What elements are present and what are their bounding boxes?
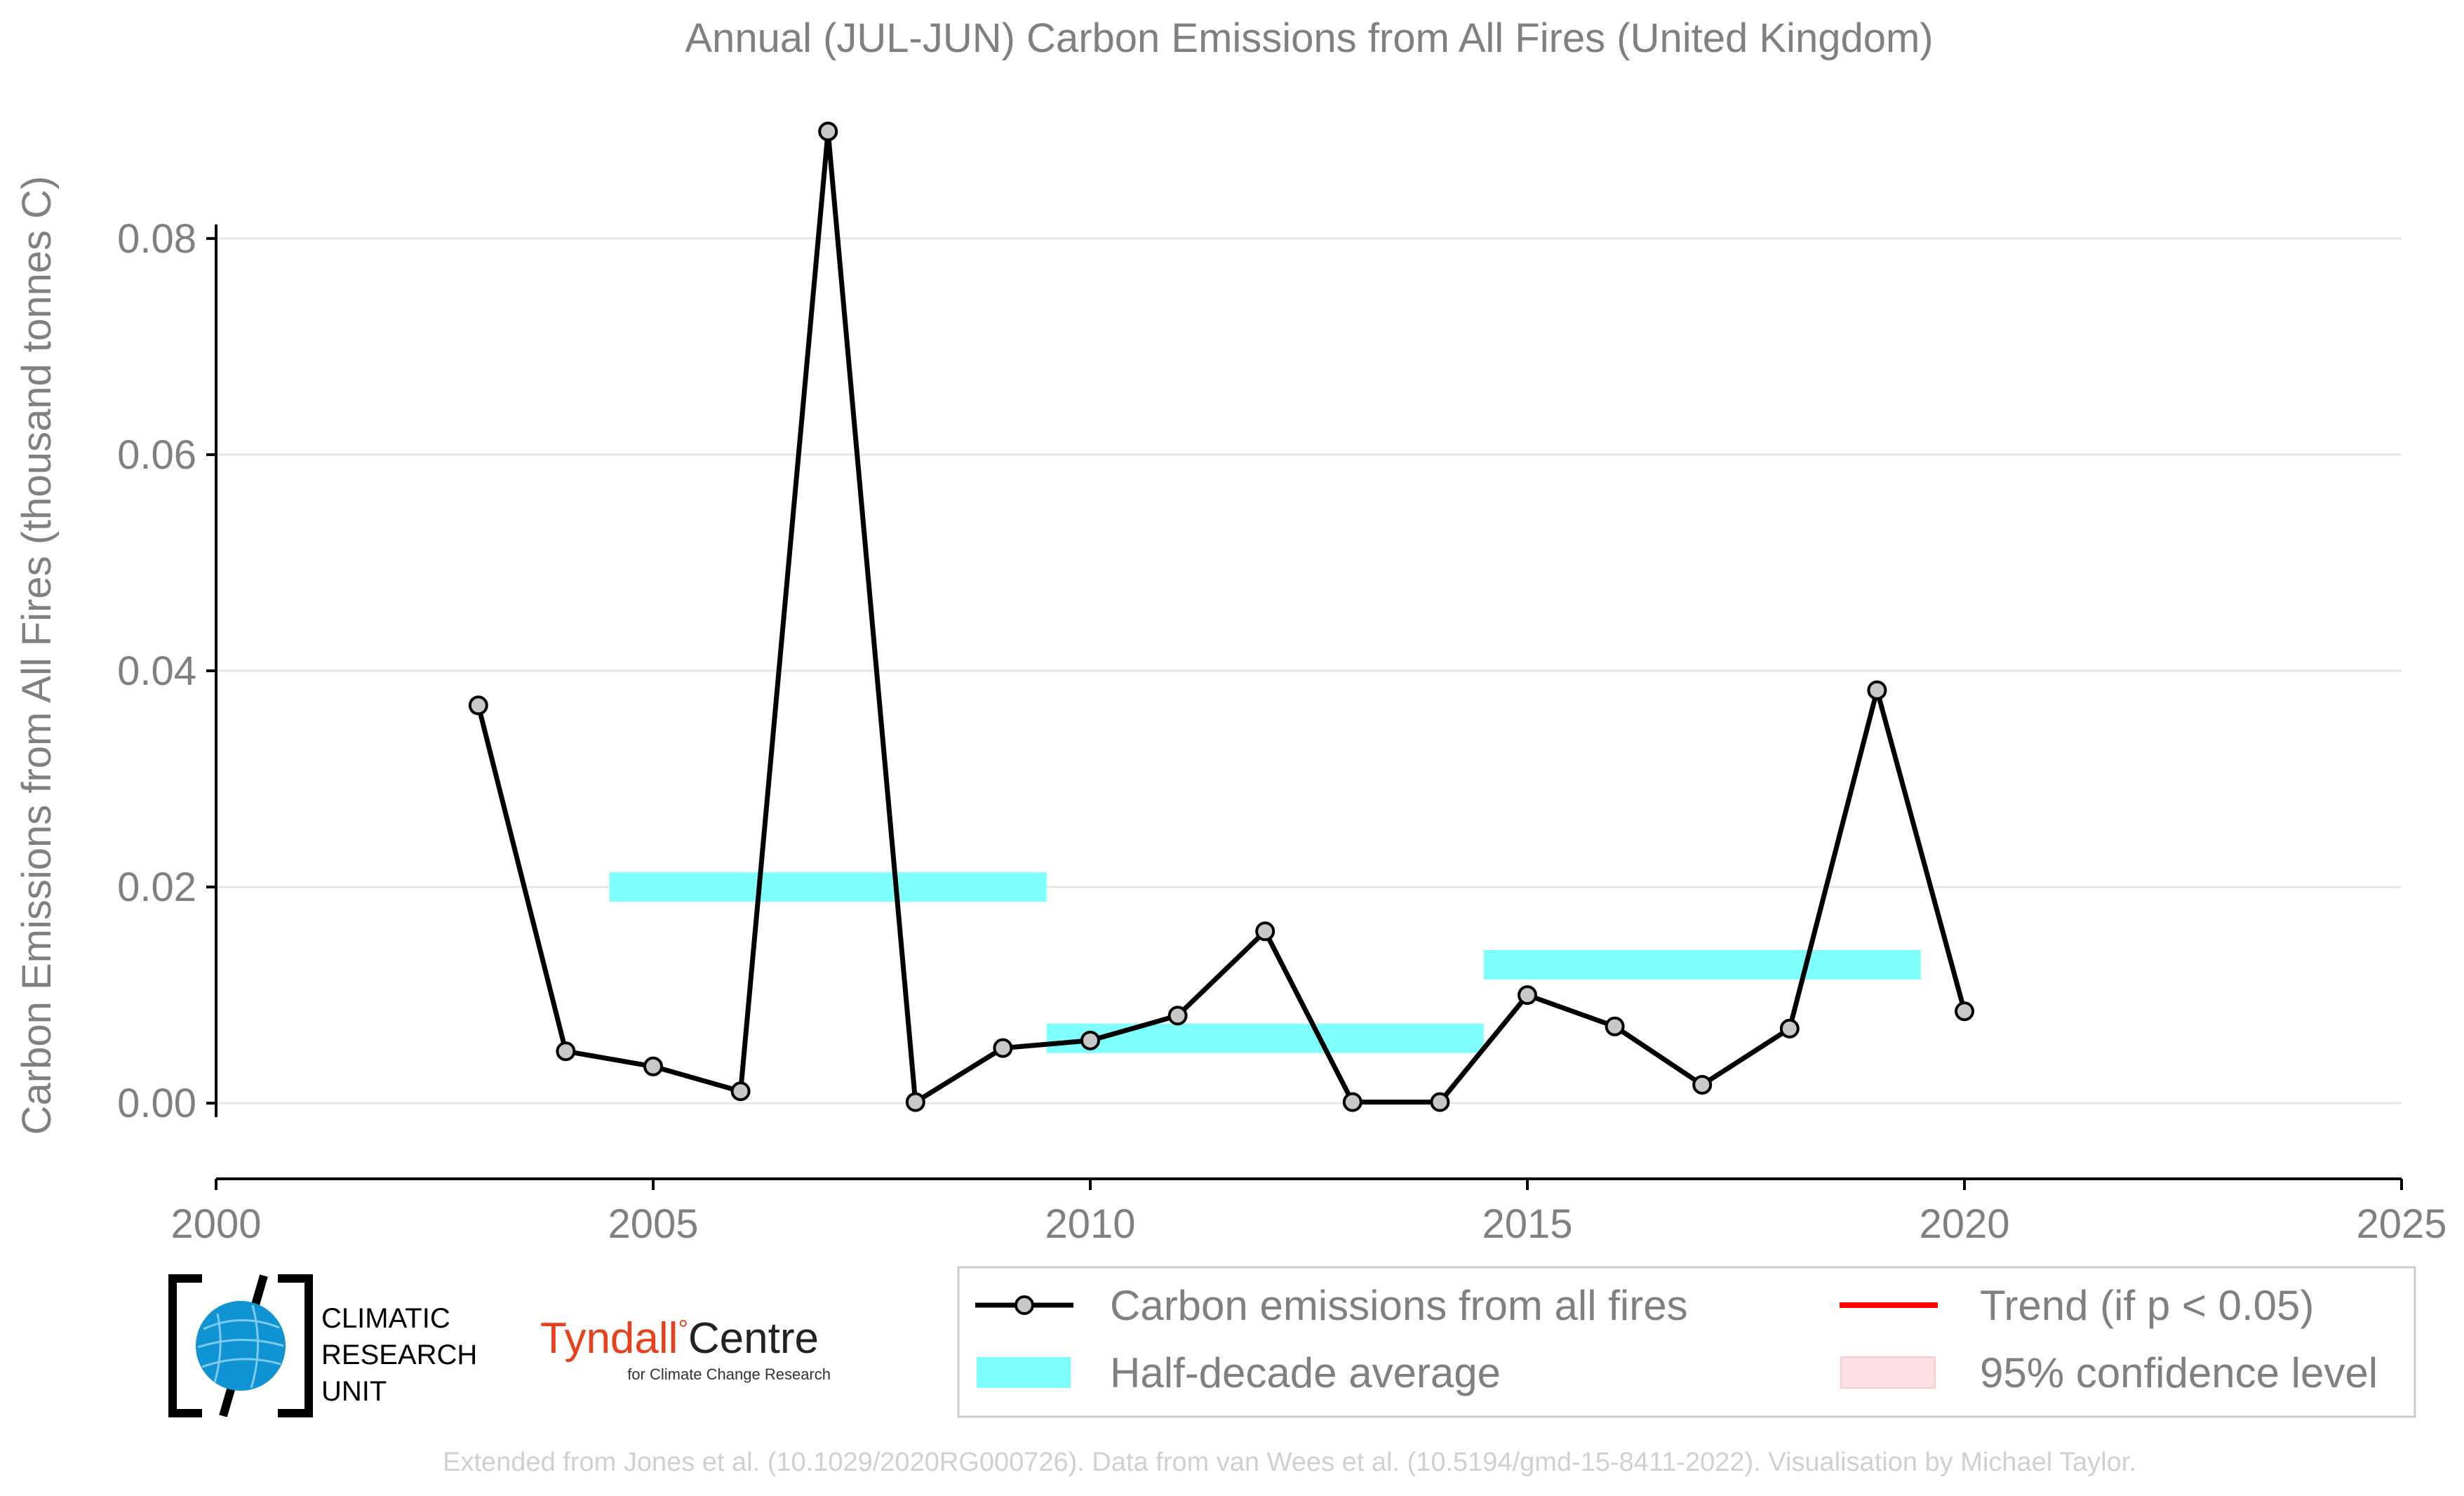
- legend-label-emissions: Carbon emissions from all fires: [1110, 1282, 1688, 1329]
- y-axis-label: Carbon Emissions from All Fires (thousan…: [14, 176, 60, 1135]
- data-point: [1779, 1018, 1800, 1038]
- data-point: [468, 695, 488, 716]
- cru-logo: CLIMATIC RESEARCH UNIT: [168, 1274, 477, 1417]
- data-point: [1955, 1001, 1974, 1022]
- half-decade-bar: [1046, 1023, 1484, 1053]
- y-tick-label: 0.08: [117, 216, 196, 262]
- emissions-series: [468, 121, 1974, 1112]
- tyndall-subtitle: for Climate Change Research: [627, 1365, 831, 1383]
- y-tick-label: 0.04: [117, 648, 196, 694]
- credit-line: Extended from Jones et al. (10.1029/2020…: [443, 1448, 2136, 1477]
- tyndall-wordmark: Tyndall°Centre: [540, 1314, 819, 1363]
- cru-text-line-2: RESEARCH: [321, 1340, 477, 1370]
- legend-swatch-half-decade: [977, 1357, 1071, 1388]
- half-decade-bar: [1483, 950, 1921, 980]
- data-point: [643, 1056, 663, 1076]
- legend-marker-emissions: [1015, 1295, 1034, 1315]
- half-decade-bar: [609, 872, 1047, 902]
- data-point: [1518, 985, 1537, 1006]
- legend-label-trend: Trend (if p < 0.05): [1980, 1282, 2314, 1329]
- x-tick-label: 2000: [170, 1201, 261, 1247]
- series-line: [476, 128, 1967, 1105]
- data-point: [1430, 1092, 1450, 1112]
- cru-bracket-left: [168, 1274, 202, 1417]
- x-tick-label: 2005: [608, 1201, 698, 1247]
- data-point: [993, 1038, 1013, 1058]
- x-tick-label: 2020: [1919, 1201, 2009, 1247]
- legend-label-confidence: 95% confidence level: [1980, 1349, 2378, 1396]
- cru-text-line-1: CLIMATIC: [321, 1303, 450, 1334]
- data-point: [730, 1081, 751, 1102]
- globe-icon: [196, 1301, 286, 1391]
- data-point: [556, 1041, 576, 1062]
- data-point: [1605, 1016, 1625, 1036]
- x-tick-label: 2015: [1482, 1201, 1572, 1247]
- data-point: [1255, 921, 1275, 942]
- data-point: [1867, 680, 1887, 700]
- axes: [206, 224, 2403, 1190]
- x-tick-label: 2010: [1045, 1201, 1135, 1247]
- tick-labels: 0.00 0.02 0.04 0.06 0.08 2000 2005 2010 2015 2020…: [117, 216, 2446, 1247]
- gridlines: [216, 237, 2402, 1104]
- data-point: [1342, 1092, 1362, 1112]
- legend-frame: [957, 1266, 2416, 1418]
- y-tick-label: 0.00: [117, 1081, 196, 1126]
- data-point: [818, 121, 838, 142]
- cru-text-line-3: UNIT: [321, 1376, 387, 1407]
- globe-lines: [197, 1304, 284, 1389]
- data-point: [1167, 1006, 1188, 1026]
- chart-title: Annual (JUL-JUN) Carbon Emissions from A…: [685, 15, 1933, 61]
- legend-swatch-confidence: [1840, 1356, 1936, 1389]
- y-tick-label: 0.02: [117, 864, 196, 910]
- y-tick-label: 0.06: [117, 432, 196, 478]
- tyndall-logo: Tyndall°Centre for Climate Change Resear…: [540, 1314, 831, 1383]
- data-point: [905, 1092, 925, 1112]
- cru-bracket-right: [278, 1274, 313, 1417]
- half-decade-average-bars: [609, 872, 1921, 1053]
- legend: Carbon emissions from all fires Half-dec…: [957, 1266, 2416, 1418]
- x-tick-label: 2025: [2356, 1201, 2446, 1247]
- data-point: [1080, 1030, 1100, 1050]
- legend-label-half-decade: Half-decade average: [1110, 1349, 1501, 1396]
- data-point: [1692, 1074, 1713, 1095]
